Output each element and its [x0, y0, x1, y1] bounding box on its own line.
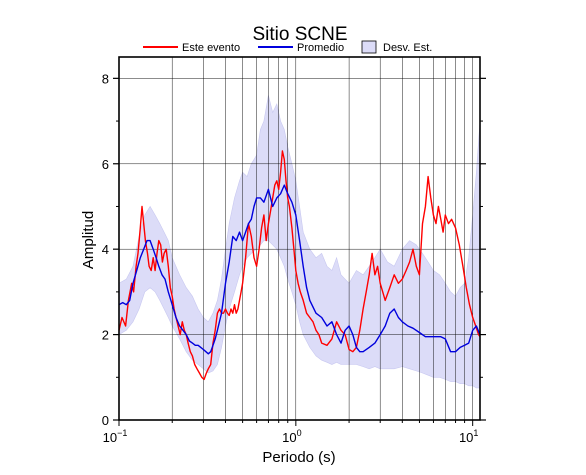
y-tick-label: 6 — [102, 157, 109, 172]
legend-swatch-desv-est — [361, 40, 377, 54]
chart-title: Sitio SCNE — [252, 24, 347, 45]
y-axis-label: Amplitud — [80, 211, 97, 269]
series-line-promedio — [118, 184, 481, 355]
series-layer — [118, 150, 481, 381]
legend-label-promedio: Promedio — [297, 42, 344, 54]
legend-label-este-evento: Este evento — [182, 42, 240, 54]
y-tick-label: 4 — [102, 242, 109, 257]
y-tick-label: 2 — [102, 328, 109, 343]
legend: Este evento Promedio Desv. Est. — [143, 40, 432, 54]
series-line-este-evento — [118, 150, 481, 381]
plot-frame — [118, 56, 481, 421]
legend-label-desv-est: Desv. Est. — [383, 42, 432, 54]
x-tick-label: 10−1 — [103, 428, 128, 445]
x-tick-label: 100 — [282, 428, 301, 445]
x-tick-label: 101 — [459, 428, 478, 445]
y-tick-label: 8 — [102, 71, 109, 86]
x-axis-label: Periodo (s) — [262, 449, 335, 466]
y-tick-label: 0 — [102, 413, 109, 428]
